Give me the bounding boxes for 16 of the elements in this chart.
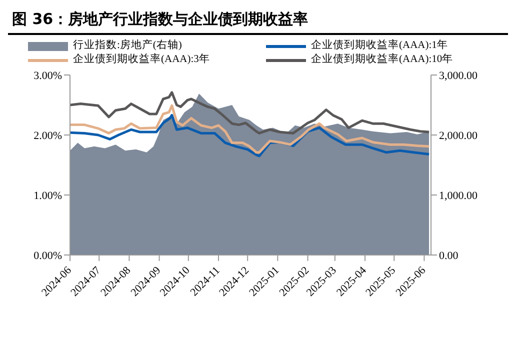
chart-title: 图 36：房地产行业指数与企业债到期收益率	[8, 8, 508, 35]
legend-label: 企业债到期收益率(AAA):1年	[311, 39, 448, 53]
y-tick-label: 0.00%	[34, 250, 62, 262]
y2-tick-label: 2,000.00	[439, 130, 478, 142]
y-tick-label: 3.00%	[34, 70, 62, 82]
y2-tick-label: 3,000.00	[439, 70, 478, 82]
y-tick-label: 2.00%	[34, 130, 62, 142]
y2-tick-label: 0.00	[439, 250, 459, 262]
legend-label: 行业指数:房地产(右轴)	[73, 39, 182, 53]
legend-label: 企业债到期收益率(AAA):10年	[311, 53, 454, 67]
line-series	[70, 91, 430, 134]
y-tick-label: 1.00%	[34, 190, 62, 202]
legend-label: 企业债到期收益率(AAA):3年	[73, 53, 210, 67]
line-series	[70, 104, 430, 154]
line-series	[70, 114, 430, 158]
y2-tick-label: 1,000.00	[439, 190, 478, 202]
